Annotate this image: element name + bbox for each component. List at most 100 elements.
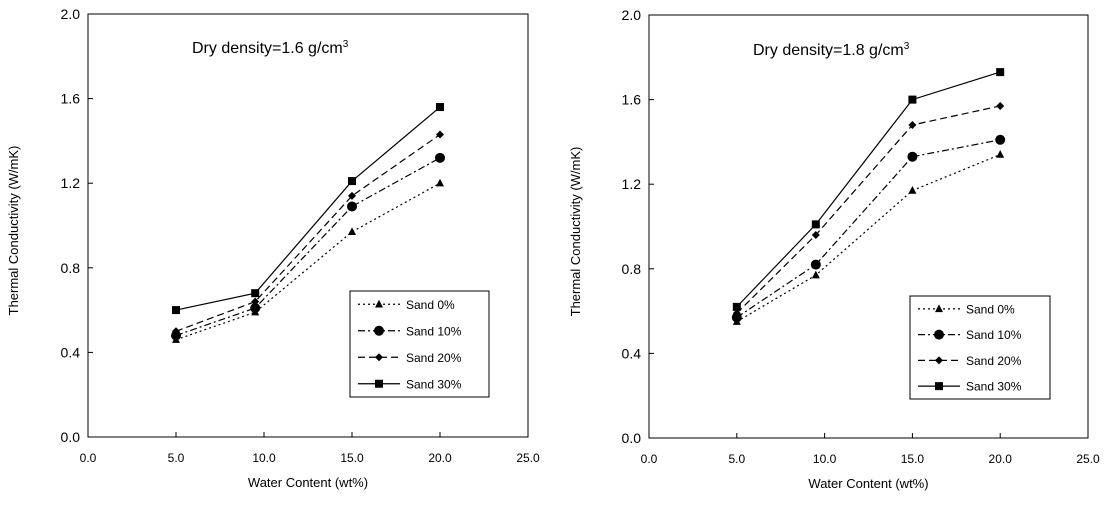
series-line [175, 182, 441, 341]
data-point [436, 130, 444, 139]
legend-box [349, 290, 490, 398]
series-sand-0 [732, 150, 1005, 325]
legend: Sand 0% Sand 10% Sand 20% Sand 30% [909, 295, 1051, 400]
data-point [908, 186, 917, 194]
series-sand-10 [171, 152, 445, 341]
legend-marker [935, 304, 943, 313]
x-tick-label: 0.0 [80, 451, 97, 465]
series-sand-20 [732, 101, 1005, 318]
chart-title-main: Dry density=1.6 g/cm [192, 40, 343, 57]
x-tick-label: 15.0 [901, 452, 925, 466]
legend-label: Sand 10% [966, 328, 1022, 342]
chart-title: Dry density=1.6 g/cm3 [192, 39, 349, 57]
series-line [175, 134, 441, 332]
series-sand-30 [732, 68, 1005, 311]
data-point [436, 178, 444, 187]
chart-title-superscript: 3 [904, 41, 910, 52]
data-point [732, 309, 741, 318]
y-tick-label: 0.0 [61, 429, 81, 445]
x-tick-label: 15.0 [340, 451, 364, 465]
series-sand-0 [172, 178, 444, 343]
y-axis-label: Thermal Conductivity (W/mK) [568, 147, 583, 317]
series-line [736, 71, 1001, 308]
data-point [811, 230, 820, 239]
y-axis-label: Thermal Conductivity (W/mK) [6, 146, 21, 316]
legend-label: Sand 20% [406, 351, 462, 365]
chart-right: 0.0 0.4 0.8 1.2 1.6 2.0 0.0 5.0 10.0 15.0 20.0 25.0… [568, 7, 1100, 491]
y-tick-label: 0.0 [622, 430, 642, 446]
x-axis-label: Water Content (wt%) [248, 475, 368, 490]
legend-label: Sand 30% [406, 377, 462, 391]
series-sand-20 [172, 130, 444, 336]
series-line [736, 105, 1001, 314]
x-tick-label: 5.0 [728, 452, 745, 466]
legend-label: Sand 10% [406, 324, 462, 338]
series-line [736, 154, 1001, 323]
y-tick-label: 1.6 [61, 91, 81, 107]
legend-label: Sand 20% [966, 354, 1022, 368]
series-sand-10 [731, 134, 1006, 323]
plot-frame [648, 14, 1089, 439]
data-point [435, 152, 445, 163]
data-point [908, 95, 917, 104]
data-point [996, 150, 1005, 158]
y-tick-label: 1.2 [622, 176, 642, 192]
chart-title-superscript: 3 [343, 39, 349, 50]
data-point [250, 302, 261, 313]
series-line [175, 106, 441, 311]
x-axis-label: Water Content (wt%) [808, 476, 928, 491]
data-point [348, 227, 356, 236]
legend-marker [375, 379, 383, 388]
chart-left: 0.0 0.4 0.8 1.2 1.6 2.0 0.0 5.0 10.0 15.0 20.0 25.0… [6, 6, 540, 490]
data-point [172, 306, 180, 315]
data-point [436, 103, 444, 112]
legend-label: Sand 0% [406, 298, 455, 312]
y-tick-label: 0.4 [622, 345, 642, 361]
chart-title-main: Dry density=1.8 g/cm [753, 42, 904, 59]
data-point [908, 120, 917, 129]
legend-marker [375, 299, 383, 308]
plot-frame [87, 13, 529, 438]
legend: Sand 0% Sand 10% Sand 20% Sand 30% [349, 290, 490, 398]
x-tick-label: 25.0 [516, 451, 540, 465]
series-line [736, 139, 1001, 318]
y-tick-label: 2.0 [622, 7, 642, 23]
legend-marker [375, 353, 383, 362]
x-tick-label: 10.0 [813, 452, 837, 466]
data-point [995, 134, 1006, 145]
x-tick-label: 20.0 [428, 451, 452, 465]
y-tick-label: 0.8 [622, 261, 642, 277]
data-point [347, 201, 357, 212]
y-tick-label: 1.2 [61, 175, 81, 191]
y-tick-label: 2.0 [61, 6, 81, 22]
y-tick-label: 0.8 [61, 260, 81, 276]
legend-box [909, 295, 1051, 400]
data-point [172, 327, 180, 336]
data-point [348, 177, 356, 186]
data-point [731, 312, 742, 323]
series-sand-30 [172, 103, 444, 315]
chart-title: Dry density=1.8 g/cm3 [753, 41, 910, 59]
data-point [811, 270, 820, 279]
data-point [811, 220, 820, 229]
data-point [996, 68, 1005, 77]
legend-label: Sand 0% [966, 302, 1015, 316]
data-point [348, 191, 356, 200]
x-tick-label: 10.0 [252, 451, 276, 465]
legend-label: Sand 30% [966, 380, 1022, 394]
x-tick-label: 20.0 [989, 452, 1013, 466]
legend-marker [935, 382, 943, 391]
y-tick-label: 1.6 [622, 92, 642, 108]
data-point [907, 151, 918, 162]
legend-marker [374, 325, 384, 336]
data-point [810, 259, 821, 270]
x-tick-label: 0.0 [641, 452, 658, 466]
x-tick-label: 25.0 [1076, 452, 1100, 466]
series-line [175, 157, 441, 337]
data-point [171, 330, 181, 341]
y-tick-label: 0.4 [61, 344, 81, 360]
data-point [251, 289, 260, 298]
data-point [996, 101, 1005, 110]
data-point [732, 302, 741, 311]
